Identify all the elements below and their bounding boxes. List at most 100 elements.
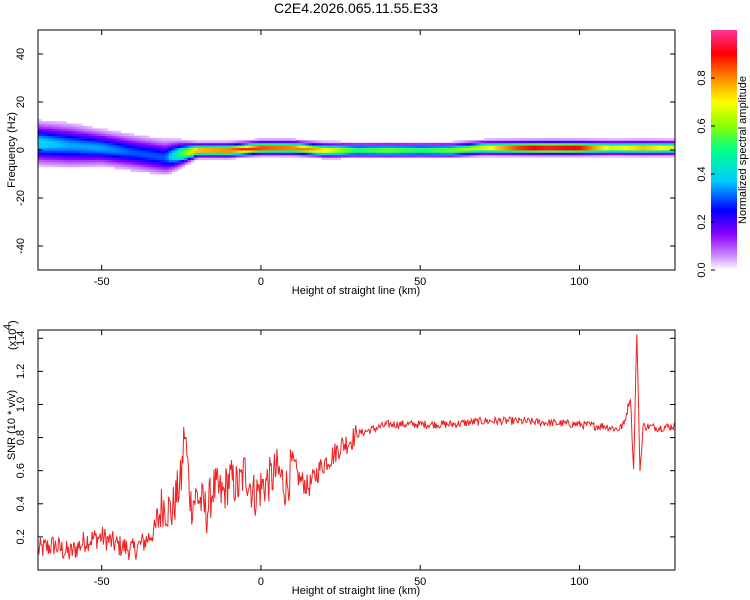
heatmap-cell: [394, 152, 399, 156]
heatmap-cell: [41, 154, 45, 158]
heatmap-cell: [662, 152, 666, 156]
heatmap-cell: [123, 166, 128, 170]
heatmap-cell: [57, 147, 61, 151]
heatmap-cell: [292, 147, 297, 151]
heatmap-cell: [66, 164, 71, 168]
heatmap-cell: [123, 157, 128, 160]
heatmap-cell: [566, 147, 571, 151]
heatmap-cell: [95, 145, 99, 148]
heatmap-cell: [579, 147, 584, 151]
heatmap-cell: [101, 164, 106, 168]
heatmap-cell: [426, 145, 431, 148]
heatmap-cell: [41, 135, 45, 139]
heatmap-cell: [136, 147, 141, 151]
heatmap-cell: [165, 166, 169, 170]
heatmap-cell: [480, 140, 485, 144]
heatmap-cell: [592, 152, 596, 156]
heatmap-cell: [534, 147, 539, 151]
heatmap-cell: [582, 140, 587, 144]
heatmap-cell: [213, 147, 217, 151]
heatmap-cell: [73, 157, 77, 160]
heatmap-cell: [171, 169, 176, 172]
heatmap-cell: [525, 147, 529, 151]
heatmap-cell: [659, 145, 663, 148]
heatmap-cell: [95, 130, 99, 134]
heatmap-cell: [130, 150, 134, 153]
heatmap-cell: [165, 145, 169, 148]
heatmap-cell: [178, 159, 182, 163]
heatmap-cell: [219, 150, 224, 153]
heatmap-cell: [311, 145, 316, 148]
heatmap-cell: [518, 145, 523, 148]
heatmap-cell: [601, 154, 606, 158]
heatmap-cell: [617, 154, 622, 158]
heatmap-cell: [254, 154, 259, 158]
heatmap-cell: [327, 152, 332, 156]
heatmap-cell: [50, 157, 55, 160]
heatmap-cell: [381, 142, 386, 146]
heatmap-cell: [209, 142, 214, 146]
heatmap-cell: [168, 162, 173, 165]
heatmap-cell: [646, 147, 650, 151]
heatmap-cell: [620, 142, 625, 146]
heatmap-cell: [88, 162, 93, 165]
heatmap-cell: [432, 154, 437, 158]
heatmap-cell: [76, 157, 80, 160]
heatmap-cell: [630, 152, 634, 156]
heatmap-cell: [209, 154, 214, 158]
heatmap-cell: [79, 157, 83, 160]
heatmap-cell: [308, 142, 313, 146]
heatmap-cell: [117, 140, 122, 144]
heatmap-cell: [343, 142, 348, 146]
heatmap-cell: [159, 164, 163, 168]
heatmap-cell: [69, 154, 74, 158]
heatmap-cell: [474, 145, 478, 148]
heatmap-cell: [41, 150, 45, 153]
heatmap-cell: [276, 150, 281, 153]
heatmap-cell: [104, 157, 109, 160]
heatmap-cell: [85, 135, 90, 139]
heatmap-cell: [544, 138, 548, 141]
heatmap-cell: [117, 145, 122, 148]
heatmap-cell: [337, 154, 341, 158]
heatmap-cell: [133, 154, 138, 158]
heatmap-cell: [273, 150, 278, 153]
heatmap-cell: [493, 154, 498, 158]
heatmap-cell: [219, 142, 224, 146]
heatmap-cell: [63, 140, 68, 144]
spectrogram-y-label: Frequency (Hz): [6, 112, 18, 188]
heatmap-cell: [139, 162, 144, 165]
heatmap-cell: [130, 162, 134, 165]
heatmap-cell: [604, 145, 609, 148]
heatmap-cell: [585, 152, 590, 156]
heatmap-cell: [636, 150, 641, 153]
heatmap-cell: [496, 145, 501, 148]
heatmap-cell: [66, 140, 71, 144]
heatmap-cell: [452, 150, 456, 153]
heatmap-cell: [550, 152, 555, 156]
heatmap-cell: [499, 150, 504, 153]
heatmap-cell: [117, 154, 122, 158]
heatmap-cell: [143, 150, 147, 153]
heatmap-cell: [617, 138, 622, 141]
heatmap-cell: [53, 138, 58, 141]
heatmap-cell: [534, 152, 539, 156]
spectrogram-x-tick-label: 100: [570, 276, 588, 288]
heatmap-cell: [219, 152, 224, 156]
heatmap-cell: [359, 152, 364, 156]
heatmap-cell: [63, 147, 68, 151]
heatmap-cell: [260, 150, 265, 153]
heatmap-cell: [108, 145, 112, 148]
heatmap-cell: [44, 157, 48, 160]
heatmap-cell: [620, 138, 625, 141]
heatmap-cell: [133, 138, 138, 141]
heatmap-cell: [659, 154, 663, 158]
heatmap-cell: [655, 140, 660, 144]
heatmap-cell: [260, 147, 265, 151]
heatmap-cell: [38, 142, 42, 146]
heatmap-cell: [369, 142, 373, 146]
heatmap-cell: [557, 142, 561, 146]
heatmap-cell: [73, 164, 77, 168]
heatmap-cell: [350, 150, 354, 153]
heatmap-cell: [509, 138, 513, 141]
